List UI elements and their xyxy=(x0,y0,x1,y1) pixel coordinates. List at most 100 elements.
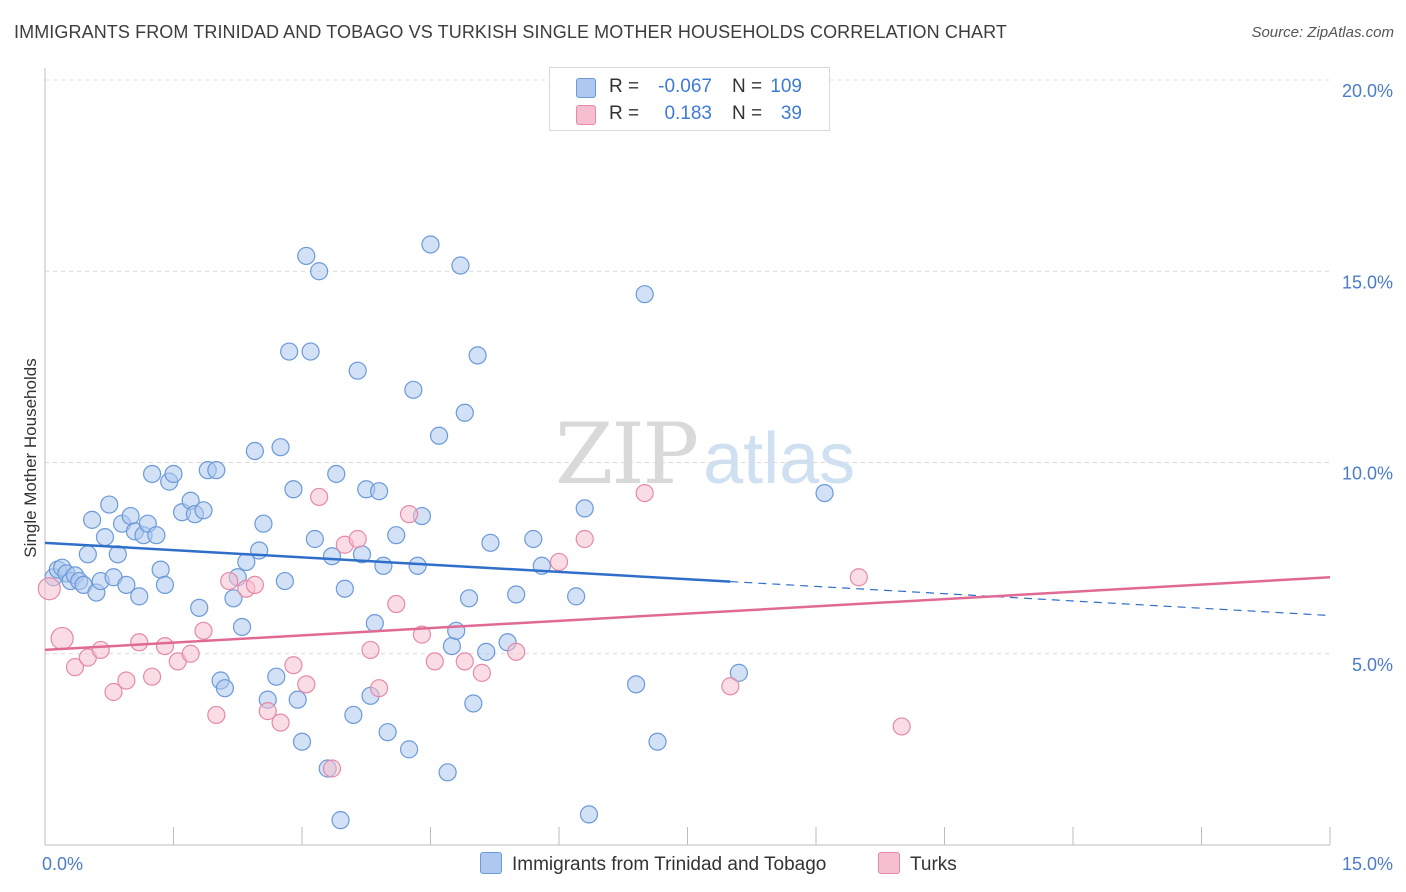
data-point-turks xyxy=(297,675,316,694)
data-point-trinidad xyxy=(271,438,290,457)
legend-row-turks: R = 0.183 N = 39 xyxy=(550,101,829,129)
data-point-trinidad xyxy=(288,690,307,709)
data-point-trinidad xyxy=(151,560,170,579)
correlation-legend: R = -0.067 N = 109 R = 0.183 N = 39 xyxy=(549,67,830,131)
data-point-turks xyxy=(37,577,61,601)
data-point-trinidad xyxy=(438,763,457,782)
legend-n-label: N = xyxy=(732,76,763,97)
data-point-trinidad xyxy=(579,805,599,824)
data-point-turks xyxy=(721,677,740,696)
data-point-turks xyxy=(117,671,136,690)
data-point-turks xyxy=(104,682,123,702)
data-point-trinidad xyxy=(301,342,320,361)
data-point-trinidad xyxy=(275,571,294,591)
watermark-atlas: atlas xyxy=(703,419,856,499)
data-point-trinidad xyxy=(254,514,273,533)
data-point-turks xyxy=(245,575,264,595)
data-point-turks xyxy=(425,652,444,671)
data-point-turks xyxy=(220,571,239,591)
data-point-turks xyxy=(194,621,213,640)
trend-lines xyxy=(44,541,1331,652)
bottom-legend-label: Turks xyxy=(910,854,957,875)
data-points xyxy=(37,235,911,830)
data-point-turks xyxy=(549,552,569,572)
data-point-trinidad xyxy=(648,732,667,751)
data-point-trinidad xyxy=(729,663,749,682)
data-point-trinidad xyxy=(83,510,102,529)
data-point-trinidad xyxy=(455,403,474,422)
data-point-turks xyxy=(348,529,367,549)
data-point-trinidad xyxy=(130,587,149,606)
data-point-turks xyxy=(258,702,277,721)
data-point-trinidad xyxy=(142,464,162,484)
data-point-trinidad xyxy=(348,361,367,380)
data-point-trinidad xyxy=(215,679,234,698)
data-point-trinidad xyxy=(284,480,303,499)
trend-line-trinidad-extension xyxy=(730,580,1331,617)
data-point-turks xyxy=(271,713,290,732)
data-point-turks xyxy=(412,625,432,644)
data-point-trinidad xyxy=(78,545,97,564)
legend-r-value: 0.183 xyxy=(664,103,712,124)
data-point-turks xyxy=(310,487,329,507)
data-point-turks xyxy=(284,656,303,675)
data-point-trinidad xyxy=(575,499,594,518)
y-axis-label: Single Mother Households xyxy=(21,358,40,557)
data-point-turks xyxy=(65,658,85,677)
axes xyxy=(44,68,1331,846)
data-point-trinidad xyxy=(447,621,466,640)
data-point-trinidad xyxy=(507,585,526,604)
axis-labels: 5.0% 10.0% 15.0% 20.0% 0.0% 15.0% Single Mothe… xyxy=(21,81,1393,874)
watermark-zip: ZIP xyxy=(555,405,699,503)
data-point-trinidad xyxy=(626,675,646,694)
data-point-trinidad xyxy=(421,235,440,254)
data-point-trinidad xyxy=(477,642,496,661)
legend-swatch-pink xyxy=(576,105,596,125)
chart-title: IMMIGRANTS FROM TRINIDAD AND TOBAGO VS T… xyxy=(14,22,1008,42)
data-point-trinidad xyxy=(95,527,115,547)
data-point-trinidad xyxy=(567,587,586,606)
data-point-trinidad xyxy=(194,501,213,520)
data-point-turks xyxy=(399,505,419,524)
trend-line-turks xyxy=(44,576,1331,652)
data-point-trinidad xyxy=(464,694,483,713)
data-point-trinidad xyxy=(404,380,423,399)
data-point-turks xyxy=(635,484,654,503)
data-point-trinidad xyxy=(451,256,470,275)
data-point-turks xyxy=(849,568,868,587)
data-point-turks xyxy=(91,640,110,660)
data-point-turks xyxy=(181,644,200,663)
data-point-turks xyxy=(370,679,389,698)
data-point-turks xyxy=(207,705,226,725)
data-point-turks xyxy=(50,626,74,651)
data-point-trinidad xyxy=(374,556,393,575)
bottom-legend-turks: Turks xyxy=(878,852,957,876)
data-point-trinidad xyxy=(429,426,449,445)
data-point-trinidad xyxy=(155,575,175,595)
data-point-trinidad xyxy=(468,346,487,365)
bottom-legend-trinidad: Immigrants from Trinidad and Tobago xyxy=(480,852,826,876)
y-tick-label: 15.0% xyxy=(1342,272,1393,292)
legend-n-value: 39 xyxy=(780,103,802,124)
trend-line-trinidad xyxy=(44,541,731,583)
bottom-legend-label: Immigrants from Trinidad and Tobago xyxy=(512,854,827,875)
data-point-turks xyxy=(142,667,162,686)
data-point-turks xyxy=(455,652,474,671)
legend-swatch-blue xyxy=(576,78,596,98)
data-point-trinidad xyxy=(365,614,384,633)
data-point-trinidad xyxy=(100,495,119,514)
data-point-trinidad xyxy=(267,667,286,686)
source-credit: Source: ZipAtlas.com xyxy=(1251,24,1394,41)
grid-lines xyxy=(45,79,1330,655)
data-point-trinidad xyxy=(815,484,834,503)
data-point-trinidad xyxy=(335,579,354,598)
data-point-trinidad xyxy=(164,464,183,484)
data-point-trinidad xyxy=(378,723,397,742)
bottom-legend-swatch-pink xyxy=(878,852,900,874)
data-point-turks xyxy=(322,759,342,778)
data-point-trinidad xyxy=(344,705,363,725)
data-point-turks xyxy=(892,717,911,736)
data-point-turks xyxy=(472,663,491,682)
legend-row-trinidad: R = -0.067 N = 109 xyxy=(550,74,829,102)
y-tick-label: 20.0% xyxy=(1342,81,1393,101)
